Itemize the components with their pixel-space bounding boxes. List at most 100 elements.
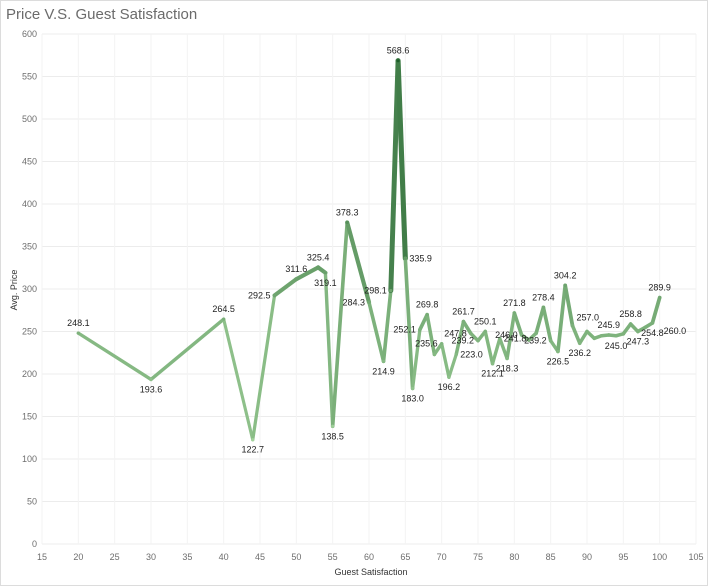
line-segment (621, 322, 633, 336)
line-segment (483, 329, 495, 366)
y-tick-label: 550 (22, 72, 37, 82)
y-tick-label: 250 (22, 327, 37, 337)
data-point (316, 265, 320, 270)
data-point (498, 336, 502, 341)
x-tick-label: 50 (291, 552, 301, 562)
x-tick-label: 55 (328, 552, 338, 562)
line-segment (323, 271, 335, 428)
data-point (418, 328, 422, 332)
line-segment (345, 220, 372, 305)
data-label: 122.7 (241, 445, 264, 455)
data-point (396, 59, 400, 63)
line-segment (461, 319, 473, 336)
data-label: 235.6 (415, 339, 438, 349)
data-label: 260.0 (664, 326, 687, 336)
data-label: 193.6 (140, 384, 163, 394)
data-point (527, 338, 531, 342)
x-tick-label: 65 (400, 552, 410, 562)
line-segment (505, 311, 517, 361)
data-label: 252.1 (393, 325, 416, 335)
data-point (520, 333, 524, 337)
data-point (411, 386, 415, 391)
data-point (367, 300, 371, 304)
x-tick-label: 15 (37, 552, 47, 562)
data-point (490, 362, 495, 366)
y-tick-label: 450 (22, 157, 37, 167)
data-point (447, 375, 451, 379)
data-point (483, 329, 487, 334)
data-label: 183.0 (401, 393, 424, 403)
x-tick-label: 70 (437, 552, 447, 562)
data-point (599, 334, 604, 338)
x-tick-label: 95 (618, 552, 628, 562)
line-segment (410, 328, 422, 391)
series-line (76, 58, 662, 442)
x-tick-label: 35 (182, 552, 192, 562)
line-segment (149, 317, 226, 382)
line-segment (395, 58, 408, 262)
data-label: 218.3 (496, 363, 519, 373)
y-tick-label: 150 (22, 412, 37, 422)
data-point (345, 220, 349, 225)
x-tick-label: 30 (146, 552, 156, 562)
data-point (534, 331, 538, 335)
data-label: 335.9 (409, 253, 432, 263)
data-point (658, 295, 662, 300)
data-point (563, 283, 567, 288)
data-label: 226.5 (547, 356, 570, 366)
data-point (592, 336, 596, 340)
data-label: 223.0 (460, 349, 483, 359)
line-segment (563, 283, 575, 328)
line-segment (76, 331, 153, 382)
data-point (556, 349, 560, 354)
data-point (454, 352, 458, 357)
data-label: 254.8 (641, 328, 664, 338)
y-axis-label: Avg. Price (9, 270, 19, 311)
data-label: 258.8 (619, 309, 642, 319)
y-axis-ticks: 0 50 100 150 200 250 300 350 400 450 500 550 600 (22, 29, 37, 549)
data-label: 568.6 (387, 46, 410, 56)
data-label: 289.9 (648, 283, 671, 293)
line-segment (367, 300, 386, 364)
x-tick-label: 75 (473, 552, 483, 562)
x-tick-label: 25 (110, 552, 120, 562)
line-segment (541, 305, 553, 343)
y-tick-label: 100 (22, 454, 37, 464)
line-segment (251, 293, 277, 442)
y-tick-label: 0 (32, 539, 37, 549)
data-label: 284.3 (342, 297, 365, 307)
data-label: 257.0 (576, 313, 599, 323)
data-point (425, 313, 429, 317)
data-point (469, 331, 473, 335)
line-segment (447, 352, 458, 379)
data-point (585, 329, 589, 334)
x-tick-label: 90 (582, 552, 592, 562)
data-label: 247.8 (444, 328, 467, 338)
data-point (222, 317, 226, 321)
line-segment (388, 58, 401, 294)
data-label: 245.0 (605, 341, 628, 351)
data-label: 236.2 (568, 348, 591, 358)
data-label: 250.1 (474, 316, 497, 326)
data-label: 241.8 (504, 333, 527, 343)
x-tick-label: 100 (652, 552, 667, 562)
data-label: 214.9 (372, 366, 395, 376)
data-point (432, 352, 436, 357)
x-axis-label: Guest Satisfaction (334, 567, 407, 577)
data-point (643, 325, 647, 330)
data-label: 269.8 (416, 300, 439, 310)
data-point (621, 332, 625, 336)
chart-title: Price V.S. Guest Satisfaction (6, 6, 198, 23)
x-tick-label: 85 (546, 552, 556, 562)
y-tick-label: 600 (22, 29, 37, 39)
data-point (381, 359, 386, 363)
line-segment (222, 317, 255, 442)
data-label: 278.4 (532, 292, 555, 302)
data-label: 212.1 (481, 369, 504, 379)
line-segment (490, 336, 502, 366)
data-point (549, 339, 553, 343)
grid-lines (41, 33, 697, 545)
data-label: 245.9 (598, 320, 621, 330)
data-label: 239.2 (451, 336, 474, 346)
